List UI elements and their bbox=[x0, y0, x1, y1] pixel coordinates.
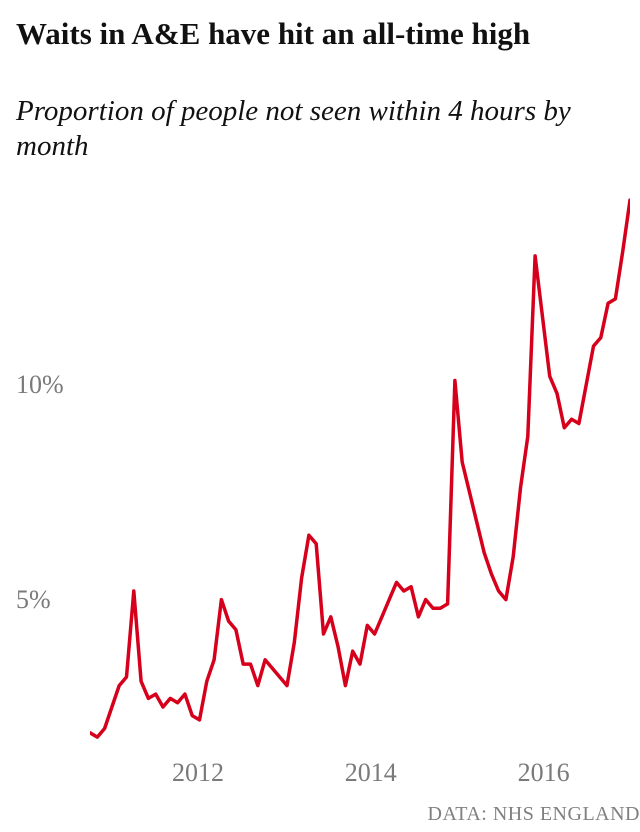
x-axis-label: 2012 bbox=[172, 758, 224, 788]
chart-source: DATA: NHS ENGLAND bbox=[428, 803, 640, 826]
chart-title: Waits in A&E have hit an all-time high bbox=[16, 16, 624, 52]
y-axis-label: 10% bbox=[16, 370, 64, 400]
line-series bbox=[90, 200, 630, 737]
y-axis-label: 5% bbox=[16, 585, 51, 615]
x-axis-label: 2016 bbox=[518, 758, 570, 788]
line-chart bbox=[90, 170, 630, 750]
chart-subtitle: Proportion of people not seen within 4 h… bbox=[16, 94, 624, 164]
x-axis-label: 2014 bbox=[345, 758, 397, 788]
